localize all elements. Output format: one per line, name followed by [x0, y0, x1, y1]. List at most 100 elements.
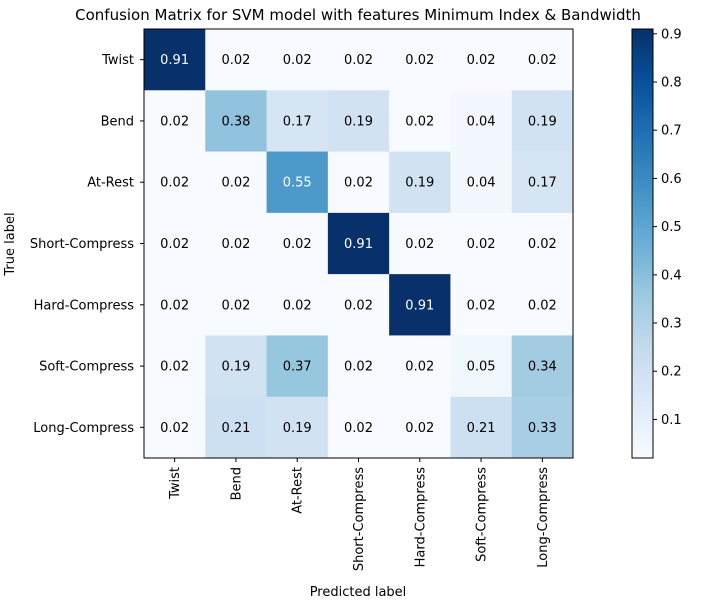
y-tick-label: At-Rest — [87, 176, 134, 191]
heatmap-cell — [511, 396, 574, 459]
colorbar-tick-label: 0.6 — [661, 172, 682, 187]
x-tick-label: Bend — [229, 467, 244, 500]
cell-value-label: 0.02 — [160, 360, 189, 375]
heatmap-cell — [266, 29, 329, 91]
heatmap-cell — [144, 274, 206, 336]
heatmap-cell — [450, 335, 513, 398]
heatmap-cell — [511, 151, 574, 214]
cell-value-label: 0.04 — [467, 176, 496, 191]
heatmap-cell — [389, 151, 451, 214]
cell-value-label: 0.02 — [160, 421, 189, 436]
cell-value-label: 0.02 — [467, 53, 496, 68]
colorbar-tick-label: 0.9 — [661, 27, 682, 42]
x-tick-label: At-Rest — [291, 467, 306, 514]
cell-value-label: 0.02 — [405, 237, 434, 252]
heatmap-cell — [144, 335, 206, 398]
heatmap-cell — [205, 396, 268, 459]
cell-value-label: 0.02 — [467, 298, 496, 313]
colorbar-tick-label: 0.7 — [661, 124, 682, 139]
cell-value-label: 0.55 — [283, 176, 312, 191]
heatmap-cell — [450, 151, 513, 214]
heatmap-cell — [389, 274, 451, 336]
heatmap-cell — [266, 212, 329, 275]
cell-value-label: 0.21 — [467, 421, 496, 436]
heatmap-cell — [450, 212, 513, 275]
cell-value-label: 0.02 — [405, 421, 434, 436]
cell-value-label: 0.04 — [467, 114, 496, 129]
cell-value-label: 0.02 — [160, 298, 189, 313]
cell-value-label: 0.02 — [344, 176, 373, 191]
cell-value-label: 0.34 — [528, 360, 557, 375]
heatmap-cell — [327, 274, 390, 336]
heatmap-cell-labels: 0.91 0.02 0.02 0.02 0.02 0.02 0.02 0.02 0.38 0.17… — [160, 53, 557, 436]
cell-value-label: 0.02 — [160, 176, 189, 191]
heatmap-cell — [327, 29, 390, 91]
heatmap-cell — [144, 90, 206, 153]
heatmap-cell — [327, 151, 390, 214]
cell-value-label: 0.02 — [283, 237, 312, 252]
cell-value-label: 0.02 — [283, 298, 312, 313]
cell-value-label: 0.02 — [344, 298, 373, 313]
colorbar — [631, 28, 654, 459]
cell-value-label: 0.19 — [344, 114, 373, 129]
heatmap-cell — [266, 274, 329, 336]
heatmap-cell — [205, 212, 268, 275]
x-tick-label: Short-Compress — [352, 467, 367, 571]
chart-title: Confusion Matrix for SVM model with feat… — [75, 6, 641, 24]
y-axis-label: True label — [3, 212, 18, 276]
cell-value-label: 0.02 — [160, 114, 189, 129]
cell-value-label: 0.02 — [221, 176, 250, 191]
heatmap-cell — [205, 29, 268, 91]
cell-value-label: 0.02 — [221, 53, 250, 68]
cell-value-label: 0.17 — [283, 114, 312, 129]
colorbar-tick-label: 0.2 — [661, 365, 682, 380]
cell-value-label: 0.37 — [283, 360, 312, 375]
heatmap-cell — [450, 90, 513, 153]
heatmap-cell — [266, 396, 329, 459]
heatmap-cell — [144, 151, 206, 214]
heatmap-cell — [327, 212, 390, 275]
cell-value-label: 0.02 — [467, 237, 496, 252]
cell-value-label: 0.02 — [528, 298, 557, 313]
cell-value-label: 0.02 — [160, 237, 189, 252]
heatmap-cell — [144, 29, 206, 91]
cell-value-label: 0.19 — [221, 360, 250, 375]
x-tick-label: Twist — [168, 467, 183, 500]
colorbar-tick-label: 0.4 — [661, 268, 682, 283]
cell-value-label: 0.02 — [528, 237, 557, 252]
cell-value-label: 0.17 — [528, 176, 557, 191]
heatmap-cell — [389, 335, 451, 398]
heatmap-cell — [450, 274, 513, 336]
cell-value-label: 0.02 — [221, 237, 250, 252]
x-tick-label: Long-Compress — [536, 467, 551, 568]
cell-value-label: 0.02 — [344, 360, 373, 375]
colorbar-tick-label: 0.8 — [661, 76, 682, 91]
y-tick-label: Soft-Compress — [39, 360, 134, 375]
y-tick-label: Bend — [101, 114, 134, 129]
cell-value-label: 0.02 — [405, 53, 434, 68]
heatmap-cell — [511, 29, 574, 91]
cell-value-label: 0.19 — [405, 176, 434, 191]
cell-value-label: 0.33 — [528, 421, 557, 436]
heatmap-cell — [450, 396, 513, 459]
cell-value-label: 0.02 — [221, 298, 250, 313]
cell-value-label: 0.02 — [528, 53, 557, 68]
cell-value-label: 0.38 — [221, 114, 250, 129]
heatmap-cell — [266, 151, 329, 214]
heatmap-cell — [266, 90, 329, 153]
heatmap-cell — [389, 29, 451, 91]
y-tick-label: Short-Compress — [30, 237, 134, 252]
x-tick-label: Hard-Compress — [413, 467, 428, 568]
heatmap-cell — [266, 335, 329, 398]
cell-value-label: 0.02 — [283, 53, 312, 68]
colorbar-tick-label: 0.3 — [661, 317, 682, 332]
heatmap-cell — [389, 212, 451, 275]
cell-value-label: 0.19 — [528, 114, 557, 129]
cell-value-label: 0.02 — [405, 114, 434, 129]
colorbar-tick-label: 0.1 — [661, 413, 682, 428]
heatmap-cell — [389, 90, 451, 153]
heatmap-cell — [511, 90, 574, 153]
heatmap-cell — [327, 90, 390, 153]
heatmap-cell — [450, 29, 513, 91]
